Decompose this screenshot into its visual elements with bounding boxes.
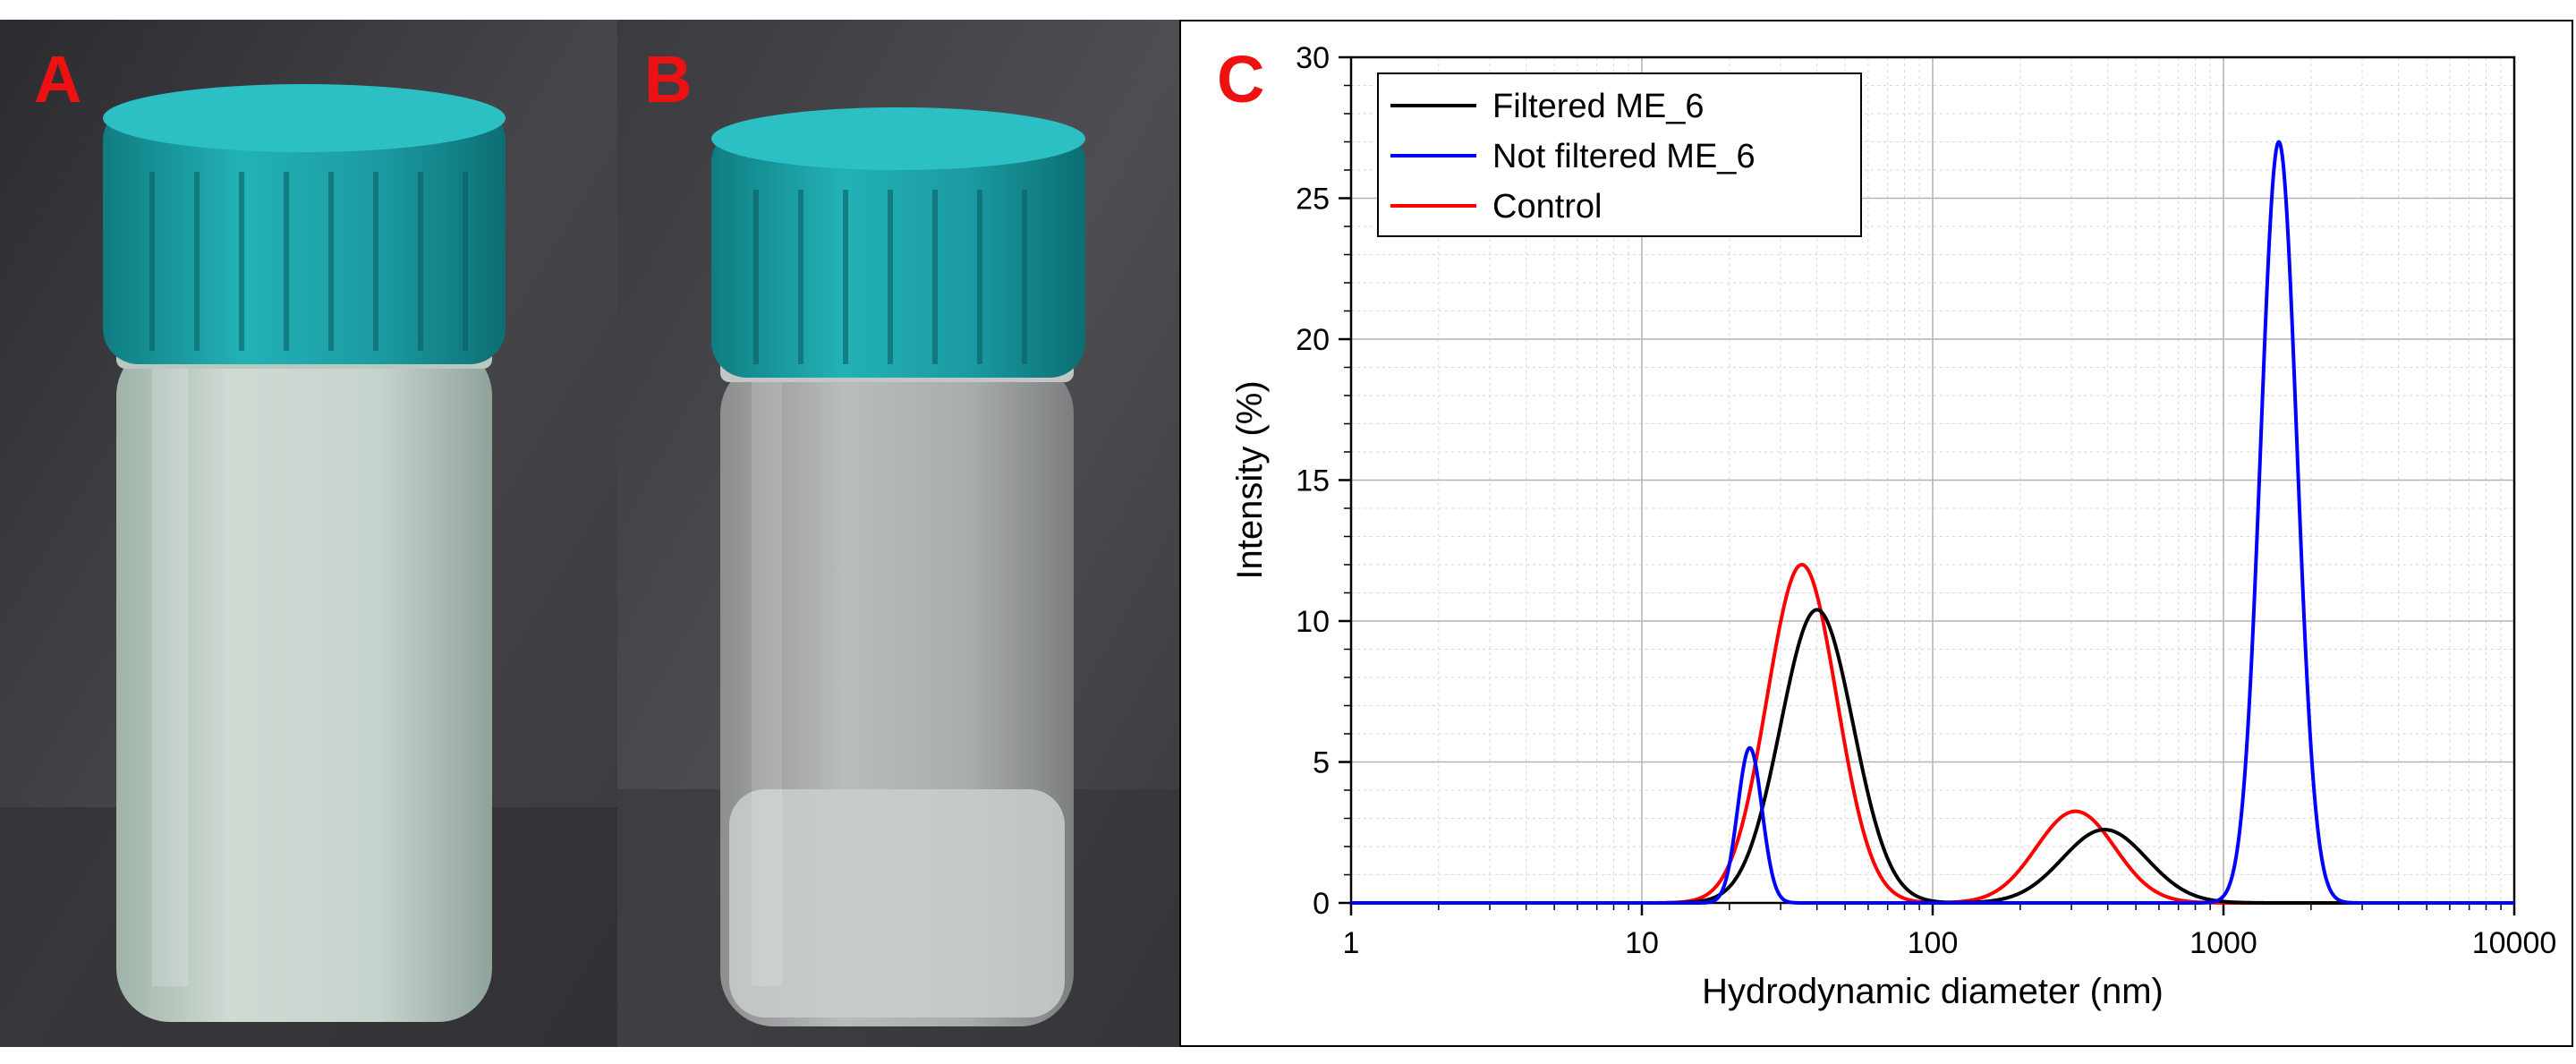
panel-letter-a: A	[34, 42, 82, 116]
legend-label: Control	[1492, 188, 1603, 226]
y-tick-label: 0	[1313, 887, 1330, 921]
panel-letter-c: C	[1217, 42, 1265, 116]
legend-label: Not filtered ME_6	[1492, 138, 1756, 175]
y-tick-label: 15	[1296, 464, 1330, 498]
data-series	[1349, 140, 2516, 905]
x-tick-label: 10	[1625, 926, 1659, 960]
intensity-chart: 1 10 100 1000 10000 0 5 10 15 20 25 30 Filtered ME_…	[1230, 41, 2556, 1011]
y-tick-label: 10	[1296, 605, 1330, 639]
photo-panel-a: A	[0, 20, 617, 1047]
series-line-1	[1349, 140, 2516, 905]
x-axis-label: Hydrodynamic diameter (nm)	[1702, 972, 2164, 1011]
y-axis-label: Intensity (%)	[1230, 380, 1270, 579]
y-tick-label: 30	[1296, 41, 1330, 75]
panel-letter-b: B	[644, 42, 693, 116]
chart-panel-c: C 1 10 100 1000 10000 0 5 10 15 20 25 30 Filtered M…	[1179, 20, 2573, 1047]
x-tick-label: 1	[1343, 926, 1360, 960]
x-tick-label: 10000	[2472, 926, 2557, 960]
legend-box	[1377, 72, 1862, 237]
tick-labels: 1 10 100 1000 10000 0 5 10 15 20 25 30	[1296, 41, 2556, 960]
y-tick-label: 5	[1313, 746, 1330, 780]
x-tick-label: 1000	[2189, 926, 2257, 960]
legend: Filtered ME_6 Not filtered ME_6 Control	[1377, 72, 1862, 237]
vial-photo-b	[617, 20, 1186, 1047]
y-tick-label: 20	[1296, 323, 1330, 357]
photo-panel-b: B	[617, 20, 1186, 1047]
legend-label: Filtered ME_6	[1492, 88, 1705, 125]
x-tick-label: 100	[1908, 926, 1959, 960]
vial-photo-a	[0, 20, 617, 1047]
y-tick-label: 25	[1296, 183, 1330, 217]
